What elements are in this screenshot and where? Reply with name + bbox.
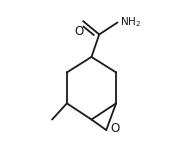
Text: O: O <box>74 25 83 38</box>
Text: O: O <box>110 122 120 135</box>
Text: NH$_2$: NH$_2$ <box>120 16 141 29</box>
